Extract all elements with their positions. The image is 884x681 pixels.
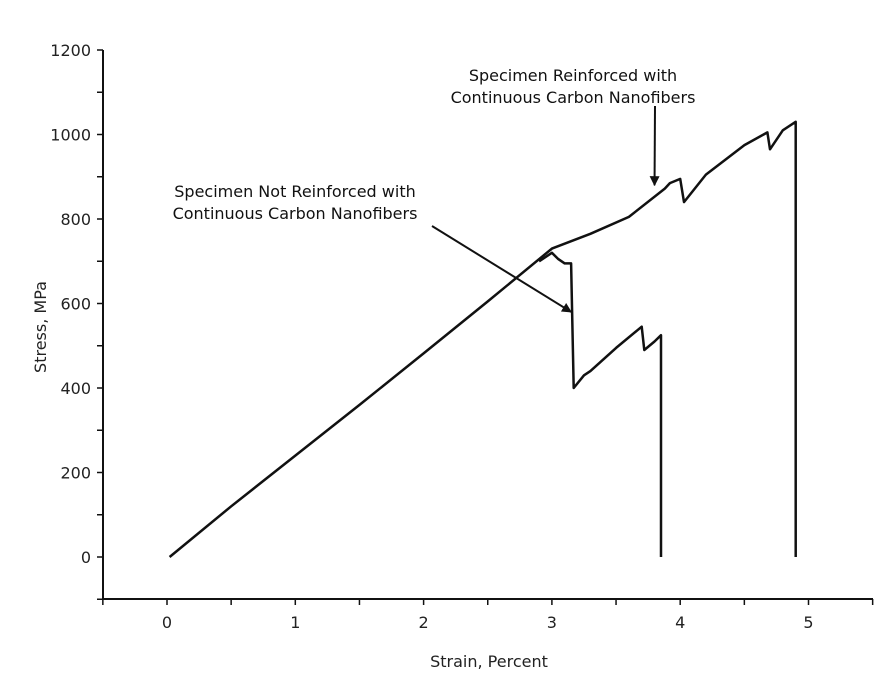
x-tick-label: 5 [803, 613, 813, 632]
annotation-text: Specimen Not Reinforced with [174, 182, 415, 201]
series-line-1 [168, 120, 797, 558]
annotation-text: Continuous Carbon Nanofibers [173, 204, 418, 223]
y-tick-label: 800 [60, 210, 91, 229]
annotation-arrow [431, 225, 572, 313]
annotation-text: Continuous Carbon Nanofibers [451, 88, 696, 107]
x-tick-label: 3 [547, 613, 557, 632]
x-tick-label: 2 [419, 613, 429, 632]
x-axis-label: Strain, Percent [430, 652, 548, 671]
y-tick-label: 600 [60, 295, 91, 314]
x-axis-ticks: 0 1 2 3 4 5 [102, 599, 874, 632]
x-tick-label: 0 [162, 613, 172, 632]
y-axis-label: Stress, MPa [31, 281, 50, 373]
x-tick-label: 1 [290, 613, 300, 632]
annotation-text: Specimen Reinforced with [469, 66, 677, 85]
y-tick-label: 0 [81, 548, 91, 567]
series-line-2 [538, 251, 663, 557]
y-tick-label: 1200 [50, 41, 91, 60]
annotation-group: Specimen Reinforced with Continuous Carbo… [173, 66, 696, 313]
y-tick-label: 200 [60, 464, 91, 483]
x-tick-label: 4 [675, 613, 685, 632]
y-tick-label: 400 [60, 379, 91, 398]
y-axis-ticks: 0 200 400 600 800 1000 1200 [50, 41, 103, 600]
y-tick-label: 1000 [50, 126, 91, 145]
data-series-group [168, 120, 797, 558]
